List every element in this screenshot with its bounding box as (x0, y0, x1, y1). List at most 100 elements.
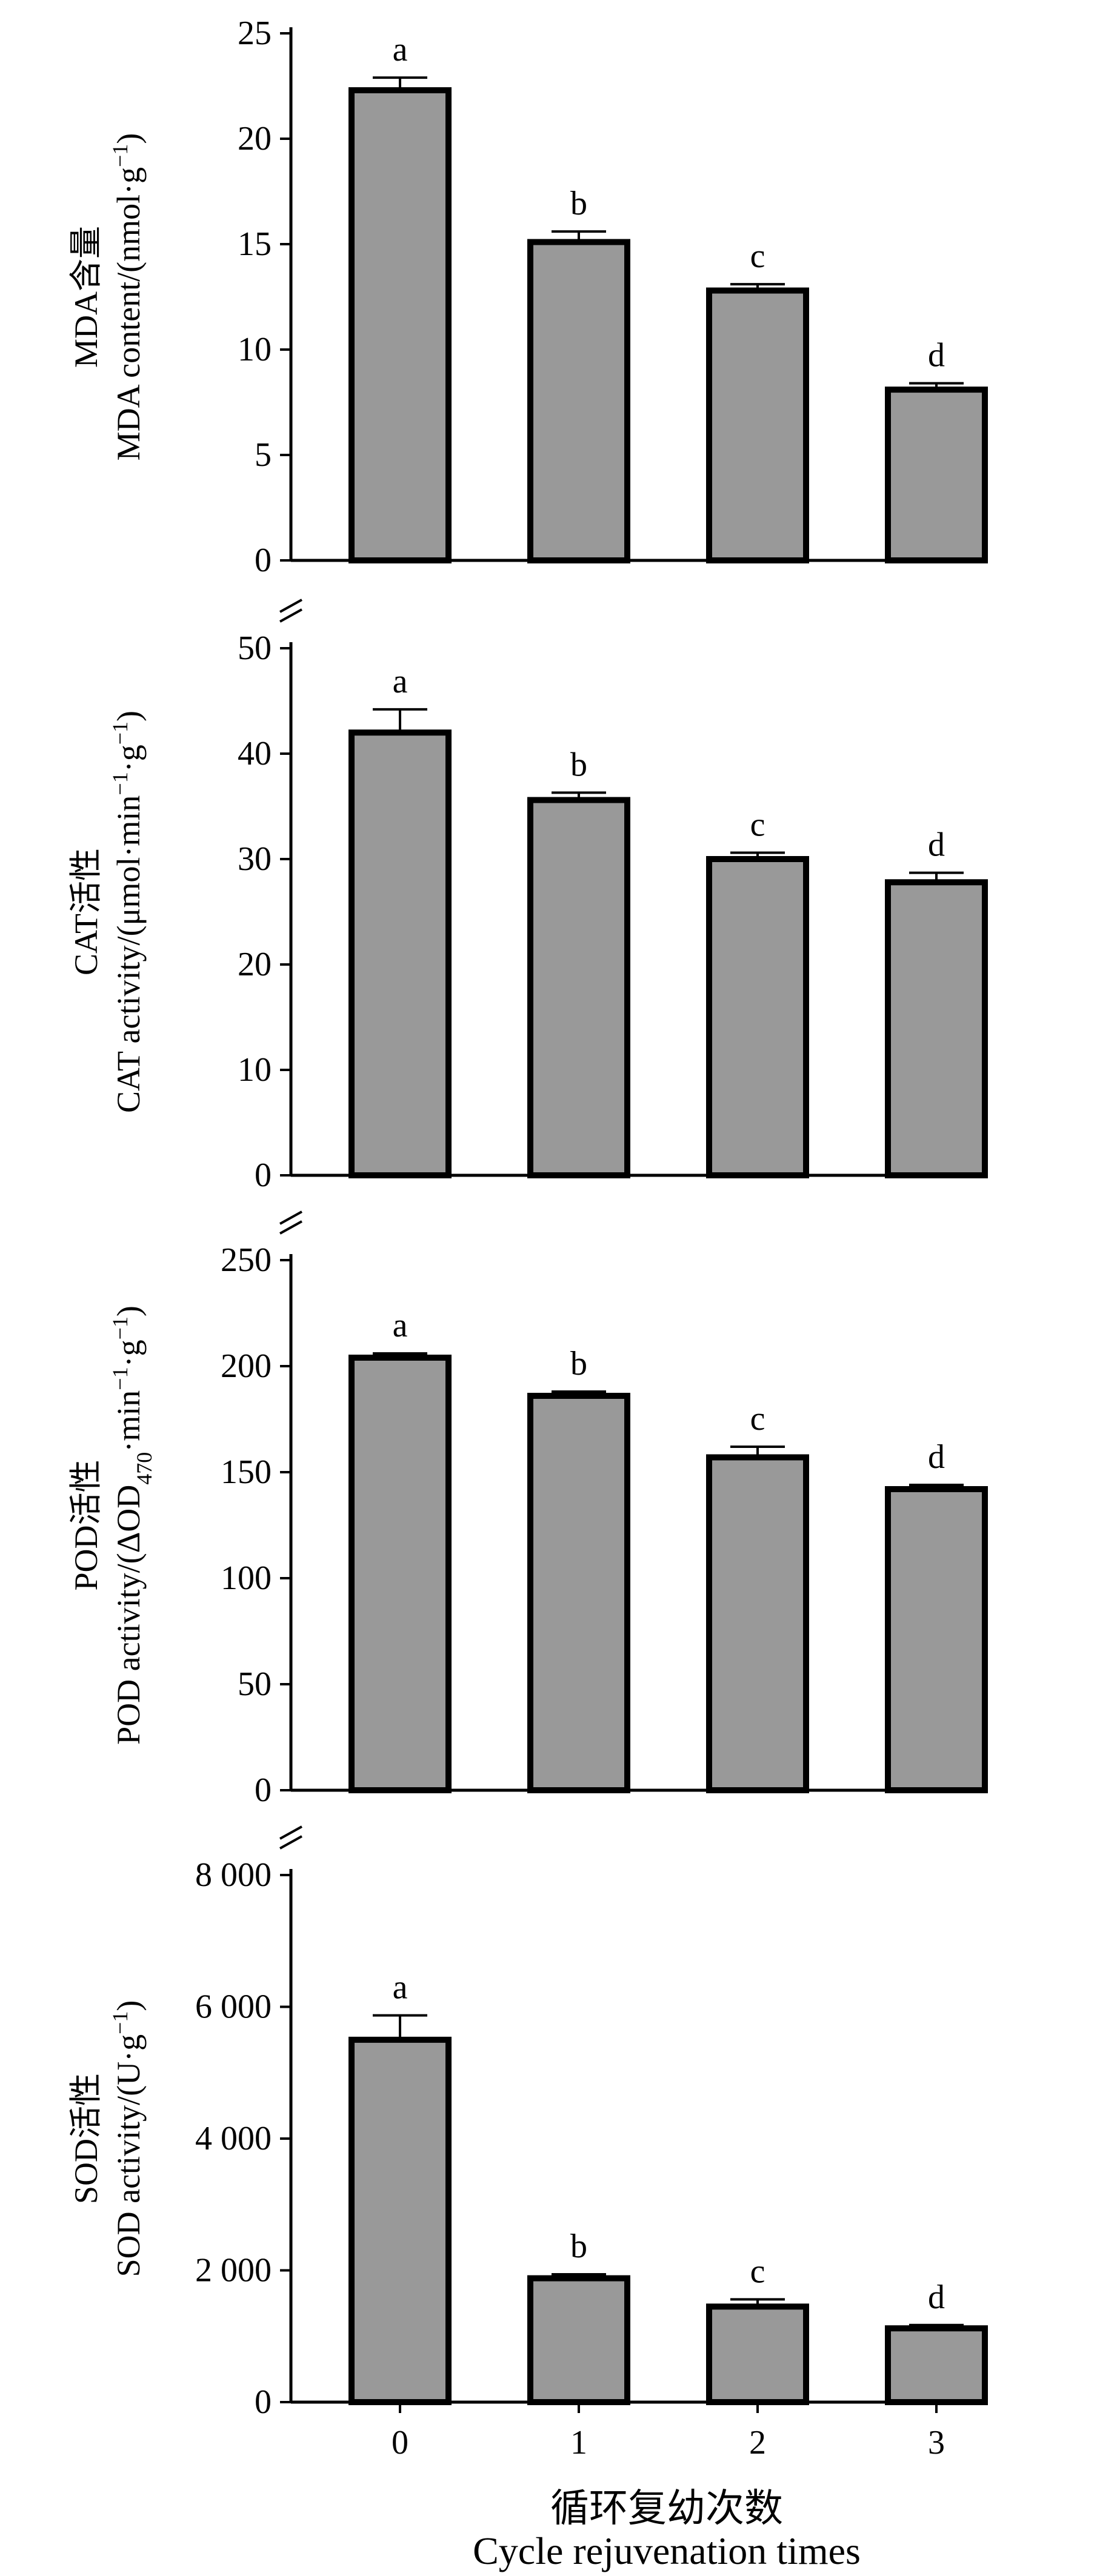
y-axis-label-superscript: −1 (108, 1367, 132, 1390)
y-axis-label-en: MDA content/(nmol·g−1) (108, 133, 147, 461)
bar-2 (706, 856, 809, 1178)
significance-label: a (393, 1307, 408, 1344)
y-tick-label: 0 (255, 2383, 272, 2421)
y-axis-label: CAT活性 CAT activity/(μmol·min−1·g−1) (68, 711, 147, 1113)
y-tick-label: 25 (238, 15, 272, 52)
y-tick-label: 20 (238, 946, 272, 983)
significance-label: c (750, 2252, 765, 2290)
y-tick-label: 20 (238, 120, 272, 158)
y-axis-label-text: ·g (110, 745, 147, 772)
y-tick-label: 50 (238, 1665, 272, 1703)
axis-break-mark (279, 1835, 302, 1850)
y-tick-label: 6 000 (195, 1988, 272, 2026)
y-axis-label-text: ·g (110, 1339, 147, 1367)
y-axis-label: POD活性 POD activity/(ΔOD470·min−1·g−1) (68, 1306, 156, 1745)
x-axis-title-en: Cycle rejuvenation times (473, 2529, 861, 2572)
y-tick-label: 250 (221, 1241, 272, 1279)
significance-label: d (928, 1438, 945, 1476)
bar-1 (527, 239, 630, 563)
bar-1 (527, 2275, 630, 2406)
x-axis-title-cn: 循环复幼次数 (550, 2487, 783, 2530)
y-axis-label-text: ·min (110, 1390, 147, 1452)
x-tick-label: 3 (928, 2424, 945, 2461)
y-tick-label: 10 (238, 1051, 272, 1089)
y-tick-label: 50 (238, 629, 272, 667)
y-tick-label: 30 (238, 840, 272, 878)
y-tick-label: 15 (238, 225, 272, 263)
y-tick-label: 2 000 (195, 2252, 272, 2289)
y-axis-label: MDA含量 MDA content/(nmol·g−1) (68, 133, 147, 461)
y-tick-label: 10 (238, 331, 272, 368)
y-axis-label-cn: POD活性 (68, 1459, 104, 1590)
significance-label: b (570, 1345, 587, 1383)
y-tick-label: 8 000 (195, 1856, 272, 1894)
y-axis-label-text: CAT activity/(μmol·min (110, 795, 147, 1113)
bar-3 (885, 879, 988, 1179)
axis-break-mark (279, 1220, 302, 1235)
y-tick-label: 0 (255, 1157, 272, 1194)
y-tick-label: 100 (221, 1559, 272, 1597)
y-tick-label: 0 (255, 542, 272, 579)
axis-break-mark (279, 599, 302, 613)
chart-panel-4: 0 2 000 4 000 6 000 8 000 a b c d 0 1 2 3 SOD活性 SOD ac… (68, 1825, 988, 2461)
bar-3 (885, 387, 988, 563)
y-axis-label-cn: SOD活性 (68, 2073, 104, 2204)
axis-break-mark (279, 608, 302, 623)
significance-label: a (393, 31, 408, 68)
bar-0 (348, 87, 452, 563)
x-tick-label: 2 (749, 2424, 766, 2461)
y-tick-label: 5 (255, 436, 272, 474)
bar-2 (706, 287, 809, 563)
axis-break-mark (279, 1825, 302, 1840)
bar-3 (885, 1486, 988, 1793)
y-axis-label-superscript: −1 (108, 772, 132, 795)
bar-1 (527, 797, 630, 1179)
significance-label: c (750, 237, 765, 275)
significance-label: b (570, 185, 587, 222)
y-axis-label-en: POD activity/(ΔOD470·min−1·g−1) (108, 1306, 156, 1745)
bar-0 (348, 729, 452, 1178)
y-axis-label-cn: MDA含量 (68, 226, 104, 368)
y-axis-label-text: ) (110, 133, 147, 144)
bar-0 (348, 1355, 452, 1793)
y-axis-label-text: ) (110, 2000, 147, 2011)
significance-label: a (393, 1969, 408, 2007)
y-tick-label: 40 (238, 735, 272, 772)
y-axis-label-superscript: −1 (108, 1316, 132, 1339)
y-axis-label-text: MDA content/(nmol·g (110, 167, 147, 460)
significance-label: a (393, 663, 408, 700)
axis-break-mark (279, 1210, 302, 1225)
significance-label: d (928, 2279, 945, 2316)
y-axis-label-subscript: 470 (132, 1452, 156, 1485)
y-axis-label-superscript: −1 (108, 144, 132, 167)
y-axis-label-text: ) (110, 1306, 147, 1316)
significance-label: b (570, 2228, 587, 2265)
y-axis-label-cn: CAT活性 (68, 848, 104, 975)
significance-label: d (928, 826, 945, 864)
y-tick-label: 0 (255, 1771, 272, 1809)
y-axis-label-superscript: −1 (108, 2011, 132, 2034)
significance-label: c (750, 806, 765, 844)
bar-2 (706, 2303, 809, 2405)
chart-panel-2: 0 10 20 30 40 50 a b c d CAT活性 CAT activity/(μmol·m… (68, 599, 988, 1194)
y-axis-label: SOD活性 SOD activity/(U·g−1) (68, 2000, 147, 2277)
bar-3 (885, 2325, 988, 2405)
y-axis-label-superscript: −1 (108, 722, 132, 745)
y-axis-label-text: POD activity/(ΔOD (110, 1485, 147, 1745)
significance-label: d (928, 337, 945, 374)
x-axis-title: 循环复幼次数 Cycle rejuvenation times (473, 2487, 861, 2572)
significance-label: b (570, 746, 587, 783)
y-tick-label: 4 000 (195, 2120, 272, 2157)
significance-label: c (750, 1400, 765, 1438)
y-axis-label-en: SOD activity/(U·g−1) (108, 2000, 147, 2277)
bar-0 (348, 2036, 452, 2405)
chart-panel-3: 0 50 100 150 200 250 a b c d POD活性 POD activity/(ΔO… (68, 1210, 988, 1809)
x-tick-label: 1 (570, 2424, 587, 2461)
chart-panel-1: 0 5 10 15 20 25 a b c d MDA含量 MDA content/(nmol·g−1… (68, 15, 988, 579)
y-axis-label-en: CAT activity/(μmol·min−1·g−1) (108, 711, 147, 1113)
bar-2 (706, 1454, 809, 1793)
x-tick-label: 0 (392, 2424, 408, 2461)
y-axis-label-text: ) (110, 711, 147, 722)
